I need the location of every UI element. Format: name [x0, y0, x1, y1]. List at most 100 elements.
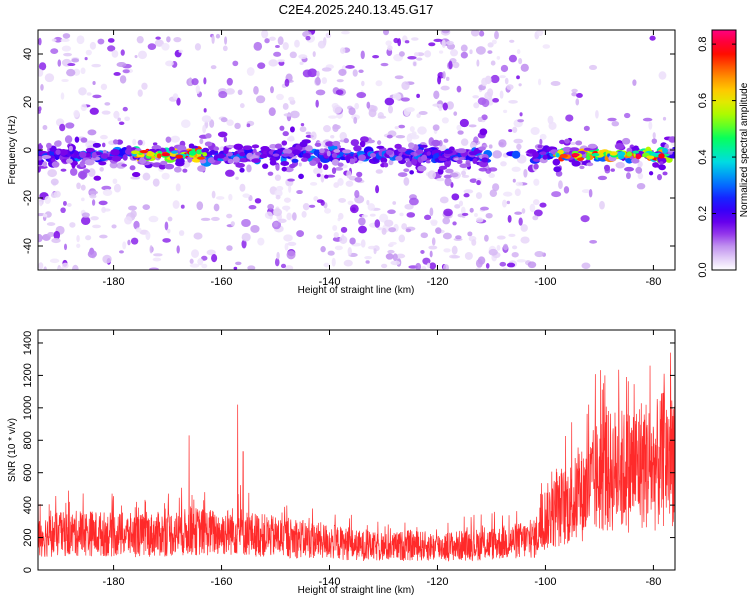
spectrogram-blob: [269, 157, 277, 162]
spectrogram-blob: [246, 123, 251, 128]
spectrogram-blob: [211, 254, 218, 263]
spectrogram-blob: [463, 189, 474, 194]
spectrogram-blob: [502, 199, 507, 208]
spectrogram-blob: [626, 172, 631, 180]
spectrogram-blob: [161, 42, 170, 51]
spectrogram-xtick-label: -80: [645, 276, 661, 288]
spectrogram-blob: [392, 253, 398, 261]
spectrogram-blob: [246, 164, 252, 173]
spectrogram-blob: [72, 155, 78, 159]
spectrogram-blob: [420, 154, 428, 162]
spectrogram-blob: [272, 153, 280, 157]
spectrogram-blob: [375, 185, 380, 194]
snr-ylabel: SNR (10 * v/v): [7, 418, 18, 482]
spectrogram-blob: [268, 59, 279, 67]
spectrogram-blob: [194, 43, 202, 51]
spectrogram-blob: [142, 172, 151, 181]
spectrogram-blob: [340, 47, 346, 54]
spectrogram-blob: [551, 191, 562, 198]
spectrogram-blob: [71, 58, 80, 63]
spectrogram-blob: [319, 148, 325, 154]
spectrogram-blob: [89, 107, 99, 115]
spectrogram-blob: [445, 76, 450, 81]
spectrogram-blob: [380, 263, 388, 269]
spectrogram-blob: [51, 158, 56, 162]
spectrogram-blob: [614, 143, 625, 150]
spectrogram-blob: [648, 121, 653, 130]
spectrogram-blob: [272, 208, 283, 217]
spectrogram-blob: [390, 260, 401, 266]
spectrogram-blob: [323, 262, 330, 268]
snr-ytick-label: 400: [22, 496, 34, 514]
spectrogram-blob: [389, 241, 397, 245]
spectrogram-blob: [298, 162, 302, 167]
spectrogram-blob: [61, 262, 69, 269]
spectrogram-blob: [251, 144, 260, 149]
spectrogram-blob: [315, 89, 326, 96]
spectrogram-blob: [416, 113, 421, 119]
spectrogram-blob: [65, 122, 75, 129]
spectrogram-blob: [80, 184, 86, 191]
spectrogram-blob: [310, 181, 318, 186]
spectrogram-blob: [428, 245, 438, 250]
spectrogram-blob: [458, 157, 465, 161]
spectrogram-blob: [426, 262, 431, 269]
spectrogram-blob: [86, 92, 92, 96]
spectrogram-blob: [502, 267, 508, 270]
spectrogram-blob: [130, 210, 137, 218]
spectrogram-blob: [46, 222, 56, 226]
spectrogram-blob: [104, 102, 111, 106]
spectrogram-blob: [397, 172, 408, 177]
spectrogram-blob: [102, 254, 112, 264]
spectrogram-blob: [232, 156, 240, 163]
spectrogram-blob: [453, 111, 458, 116]
spectrogram-blob: [364, 255, 372, 260]
spectrogram-blob: [90, 216, 99, 221]
spectrogram-blob: [532, 151, 539, 158]
spectrogram-blob: [581, 189, 591, 194]
spectrogram-blob: [270, 86, 274, 94]
spectrogram-blob: [512, 178, 516, 183]
spectrogram-blob: [658, 164, 666, 171]
spectrogram-blob: [323, 125, 331, 133]
spectrogram-blob: [340, 226, 348, 233]
spectrogram-blob: [442, 71, 446, 79]
spectrogram-blob: [542, 154, 548, 160]
spectrogram-blob: [135, 227, 142, 233]
spectrogram-blob: [537, 78, 542, 86]
spectrogram-blob: [102, 189, 113, 197]
spectrogram-blob: [432, 124, 440, 131]
spectrogram-blob: [213, 203, 220, 212]
spectrogram-blob: [358, 154, 366, 161]
spectrogram-blob: [414, 52, 419, 57]
spectrogram-blob: [282, 131, 289, 137]
spectrogram-blob: [518, 58, 523, 65]
spectrogram-blob: [575, 140, 583, 146]
spectrogram-blob: [347, 200, 354, 206]
spectrogram-blob: [369, 213, 376, 217]
spectrogram-blob: [456, 159, 463, 164]
spectrogram-blob: [273, 51, 282, 57]
spectrogram-blob: [188, 77, 193, 86]
spectrogram-blob: [471, 239, 477, 246]
spectrogram-blob: [239, 183, 246, 192]
spectrogram-blob: [365, 260, 370, 264]
spectrogram-blob: [83, 169, 91, 173]
spectrogram-blob: [658, 153, 665, 159]
spectrogram-blob: [334, 245, 343, 251]
spectrogram-blob: [255, 151, 262, 156]
spectrogram-blob: [646, 155, 655, 160]
spectrogram-blob: [356, 91, 367, 99]
spectrogram-blob: [662, 116, 667, 121]
spectrogram-blob: [273, 221, 279, 228]
spectrogram-blob: [124, 216, 133, 225]
spectrogram-blob: [58, 149, 68, 156]
spectrogram-blob: [289, 51, 297, 59]
spectrogram-blob: [406, 212, 416, 218]
spectrogram-blob: [321, 77, 328, 85]
spectrogram-blob: [268, 107, 276, 116]
spectrogram-blob: [468, 151, 478, 156]
spectrogram-blob: [122, 154, 128, 161]
spectrogram-blob: [215, 33, 221, 39]
spectrogram-blob: [394, 75, 404, 80]
